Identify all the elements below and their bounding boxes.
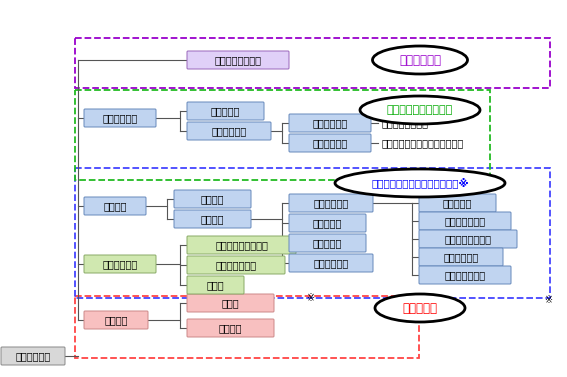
Text: 工事写真: 工事写真 [201,194,225,204]
Text: 工事関係書類: 工事関係書類 [15,351,50,361]
FancyBboxPatch shape [84,311,148,329]
Text: 品質管理資料: 品質管理資料 [443,252,479,262]
Text: 紙のみ提出: 紙のみ提出 [403,302,438,314]
Text: 設計図書: 設計図書 [219,323,242,333]
Text: 工事完成図書: 工事完成図書 [103,113,138,123]
Text: 施設管理台帳: 施設管理台帳 [312,118,348,128]
Text: 品質記録台帳: 品質記録台帳 [312,138,348,148]
Text: 工事打合せ簿: 工事打合せ簿 [314,198,349,208]
FancyBboxPatch shape [419,266,511,284]
Text: 工事履行報告書: 工事履行報告書 [445,216,485,226]
FancyBboxPatch shape [289,214,366,232]
FancyBboxPatch shape [289,194,373,212]
FancyBboxPatch shape [187,294,274,312]
Ellipse shape [375,294,465,322]
FancyBboxPatch shape [289,234,366,252]
FancyBboxPatch shape [419,194,496,212]
Text: 確認・立会願: 確認・立会願 [314,258,349,268]
Text: 工事書類: 工事書類 [103,201,127,211]
Text: 地質土質調査成果: 地質土質調査成果 [214,55,261,65]
Text: 電子のみ納品: 電子のみ納品 [399,54,441,66]
Ellipse shape [335,169,505,197]
Text: 関係機関協議資料: 関係機関協議資料 [445,234,492,244]
FancyBboxPatch shape [187,122,271,140]
FancyBboxPatch shape [419,230,517,248]
FancyBboxPatch shape [84,197,146,215]
Bar [75,168,550,298]
Text: 工程表: 工程表 [207,280,225,290]
Text: 材料確認願: 材料確認願 [313,218,342,228]
Ellipse shape [373,46,468,74]
Text: 段階確認書: 段階確認書 [313,238,342,248]
FancyBboxPatch shape [84,255,156,273]
Text: 紙又は電子のいずれかで提出　※: 紙又は電子のいずれかで提出 ※ [371,178,469,188]
FancyBboxPatch shape [289,134,371,152]
FancyBboxPatch shape [174,190,251,208]
FancyBboxPatch shape [1,347,65,365]
FancyBboxPatch shape [187,276,244,294]
Text: 施工計画書: 施工計画書 [443,198,472,208]
Text: 現場代理人等通知書: 現場代理人等通知書 [215,240,268,250]
Text: 契約関係書類: 契約関係書類 [103,259,138,269]
Bar [75,38,550,88]
FancyBboxPatch shape [419,248,503,266]
FancyBboxPatch shape [187,102,264,120]
FancyBboxPatch shape [187,319,274,337]
Bar [75,296,419,358]
Text: 紙と電子の両方で納品: 紙と電子の両方で納品 [387,105,453,115]
Bar [75,90,490,180]
Text: ※: ※ [306,293,314,303]
Ellipse shape [360,96,480,124]
Text: 工事管理台帳: 工事管理台帳 [211,126,247,136]
Text: 工事完成図: 工事完成図 [211,106,240,116]
FancyBboxPatch shape [419,212,511,230]
Text: 契約図書: 契約図書 [104,315,128,325]
FancyBboxPatch shape [289,114,371,132]
Text: 出来形管理資料: 出来形管理資料 [445,270,485,280]
Text: 請負代金内訳書: 請負代金内訳書 [215,260,256,270]
Text: トンネル台帳　等: トンネル台帳 等 [382,118,429,128]
FancyBboxPatch shape [187,256,285,274]
FancyBboxPatch shape [84,109,156,127]
Text: ※: ※ [544,295,552,305]
FancyBboxPatch shape [174,210,251,228]
Text: 参考資料: 参考資料 [420,178,443,188]
Text: 契約書: 契約書 [222,298,239,308]
Text: 工事帳票: 工事帳票 [201,214,225,224]
Text: 生コンクリート品質記録表　等: 生コンクリート品質記録表 等 [382,138,464,148]
FancyBboxPatch shape [187,51,289,69]
FancyBboxPatch shape [289,254,373,272]
FancyBboxPatch shape [187,236,296,254]
